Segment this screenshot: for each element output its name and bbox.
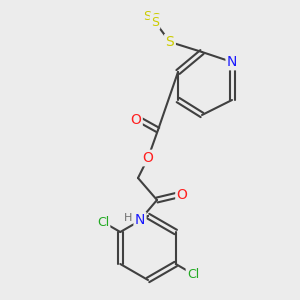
Text: H: H [124, 213, 132, 223]
Text: N: N [227, 55, 237, 69]
Text: S: S [151, 16, 159, 28]
Text: O: O [177, 188, 188, 202]
Text: O: O [142, 151, 153, 165]
Text: S: S [143, 10, 151, 22]
Text: O: O [130, 113, 141, 127]
Text: S: S [166, 35, 174, 49]
Text: N: N [135, 213, 145, 227]
Text: S: S [166, 35, 174, 49]
Text: S: S [151, 12, 159, 26]
Text: Cl: Cl [97, 215, 109, 229]
Text: Cl: Cl [187, 268, 199, 281]
